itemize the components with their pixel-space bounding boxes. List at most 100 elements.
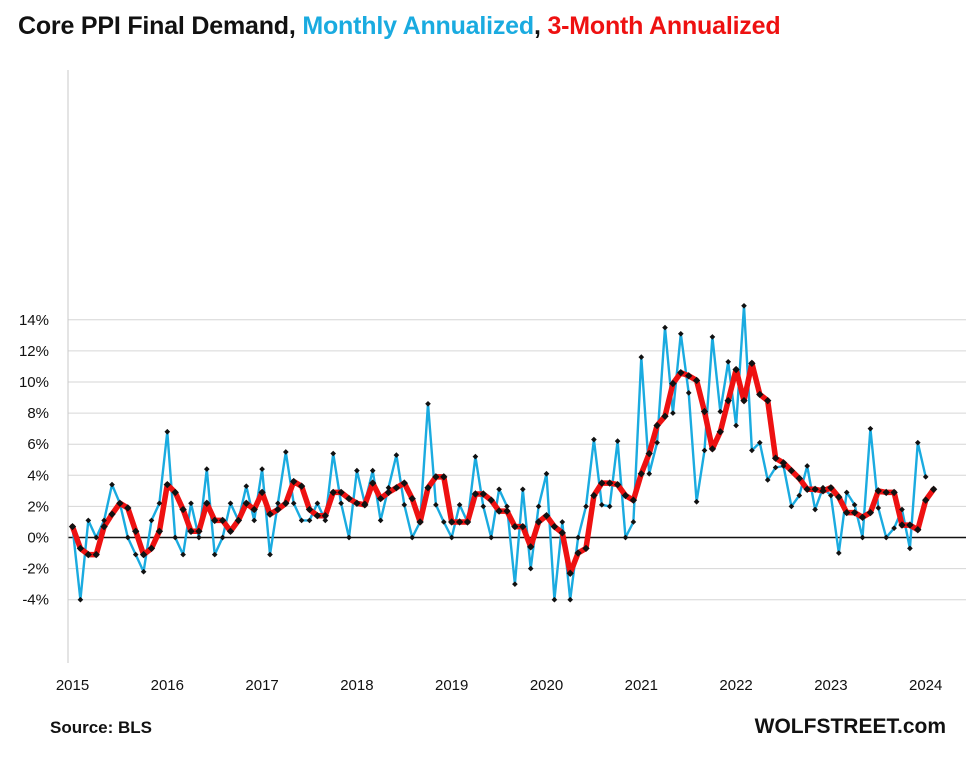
three-month-point	[803, 485, 811, 493]
three-month-point	[534, 518, 543, 526]
three-month-point	[345, 494, 353, 503]
three-month-point	[282, 499, 290, 507]
three-month-point	[827, 484, 835, 492]
x-tick-label: 2021	[625, 677, 658, 694]
y-tick-label: 6%	[27, 436, 49, 453]
series	[69, 304, 937, 601]
monthly-point	[409, 534, 416, 541]
three-month-point	[408, 494, 416, 503]
monthly-point	[828, 492, 834, 499]
three-month-point	[779, 459, 788, 467]
monthly-point	[575, 534, 581, 541]
monthly-point	[101, 517, 107, 524]
three-month-annualized-line	[69, 360, 937, 577]
three-month-point	[898, 521, 906, 529]
three-month-point	[929, 485, 938, 493]
three-month-point	[369, 479, 377, 487]
monthly-point	[440, 519, 447, 525]
three-month-point	[922, 496, 930, 504]
monthly-point	[606, 503, 613, 510]
three-month-point	[511, 522, 519, 531]
y-tick-label: -4%	[22, 592, 49, 609]
monthly-point	[211, 551, 218, 558]
monthly-point	[282, 449, 289, 455]
three-month-point	[748, 359, 756, 368]
three-month-point	[700, 407, 709, 416]
monthly-point	[85, 517, 92, 524]
monthly-point	[346, 534, 352, 541]
three-month-point	[819, 487, 827, 495]
monthly-point	[401, 502, 408, 508]
monthly-point	[527, 565, 534, 572]
monthly-point	[243, 483, 250, 490]
y-tick-label: 10%	[19, 374, 49, 391]
three-month-point	[732, 365, 740, 374]
x-tick-label: 2019	[435, 677, 468, 694]
monthly-point	[298, 517, 305, 524]
monthly-point	[203, 466, 210, 472]
three-month-point	[337, 488, 345, 497]
three-month-point	[692, 376, 701, 385]
three-month-point	[321, 512, 329, 520]
monthly-point	[914, 439, 921, 446]
three-month-point	[550, 522, 559, 531]
monthly-point	[369, 467, 376, 474]
title-main: Core PPI Final Demand,	[18, 12, 296, 40]
three-month-point	[677, 368, 685, 377]
three-month-point	[566, 569, 574, 577]
monthly-point	[638, 354, 645, 360]
monthly-point	[598, 502, 605, 508]
three-month-point	[669, 379, 677, 388]
monthly-point	[93, 534, 100, 541]
monthly-point	[622, 534, 629, 541]
title-three-month-series: 3-Month Annualized	[547, 12, 781, 40]
monthly-point	[559, 519, 566, 525]
monthly-point	[132, 551, 139, 558]
three-month-point	[440, 473, 448, 481]
monthly-point	[670, 410, 676, 416]
x-tick-label: 2017	[245, 677, 278, 694]
monthly-point	[662, 324, 668, 331]
three-month-point	[266, 510, 274, 518]
monthly-point	[693, 498, 700, 505]
y-tick-label: 4%	[27, 467, 49, 484]
three-month-point	[384, 488, 393, 497]
three-month-point	[203, 499, 211, 507]
three-month-point	[329, 488, 337, 497]
three-month-point	[787, 466, 796, 475]
three-month-point	[432, 473, 440, 481]
three-month-point	[392, 484, 401, 492]
x-tick-label: 2018	[340, 677, 373, 694]
monthly-point	[172, 534, 179, 541]
monthly-point	[519, 486, 526, 493]
monthly-point	[196, 534, 202, 541]
x-tick-label: 2022	[719, 677, 752, 694]
three-month-point	[116, 499, 124, 507]
three-month-point	[179, 505, 187, 514]
monthly-point	[677, 330, 684, 337]
three-month-point	[874, 487, 882, 495]
monthly-point	[883, 534, 890, 541]
three-month-point	[211, 516, 219, 525]
monthly-point	[180, 551, 186, 558]
three-month-point	[258, 488, 266, 497]
monthly-point	[330, 450, 337, 457]
three-month-point	[653, 421, 661, 430]
three-month-point	[661, 412, 669, 420]
monthly-point	[124, 534, 131, 541]
monthly-point	[354, 467, 360, 474]
three-month-point	[448, 518, 456, 526]
three-month-point	[756, 390, 764, 399]
monthly-point	[772, 464, 779, 471]
three-month-point	[274, 505, 282, 514]
three-month-point	[858, 513, 867, 521]
three-month-point	[724, 396, 732, 405]
monthly-point	[433, 502, 439, 508]
monthly-point	[788, 503, 795, 510]
monthly-point	[456, 502, 463, 508]
monthly-point	[614, 438, 621, 444]
three-month-point	[455, 518, 464, 526]
monthly-point	[140, 568, 147, 575]
monthly-point	[646, 470, 653, 477]
three-month-point	[574, 549, 582, 557]
